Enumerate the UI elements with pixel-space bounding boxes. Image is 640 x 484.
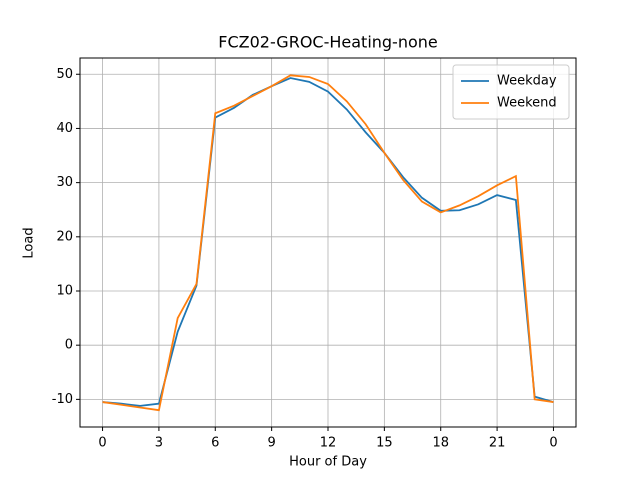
x-tick-label: 15 [376,436,393,451]
x-tick-label: 21 [489,436,506,451]
x-tick-label: 18 [432,436,449,451]
line-series [102,74,554,412]
x-tick-label: 3 [155,436,163,451]
legend-box [452,64,570,120]
y-tick-label: 20 [56,229,73,244]
y-tick-label: 50 [56,67,73,82]
x-tick-label: 12 [320,436,337,451]
y-tick-label: -10 [52,392,73,407]
x-tick-label: 6 [211,436,219,451]
plot-frame [79,57,577,428]
y-tick-label: 10 [56,283,73,298]
chart-title: FCZ02-GROC-Heating-none [218,33,438,52]
legend-label: Weekend [497,96,557,111]
y-axis-label: Load [22,227,37,258]
x-tick-label: 0 [98,436,106,451]
line-series [102,77,554,407]
y-tick-label: 40 [56,121,73,136]
x-tick-label: 0 [549,436,557,451]
x-tick-label: 9 [267,436,275,451]
y-tick-label: 0 [65,338,73,353]
x-axis-label: Hour of Day [289,455,367,470]
y-tick-label: 30 [56,175,73,190]
legend-label: Weekday [497,74,557,89]
